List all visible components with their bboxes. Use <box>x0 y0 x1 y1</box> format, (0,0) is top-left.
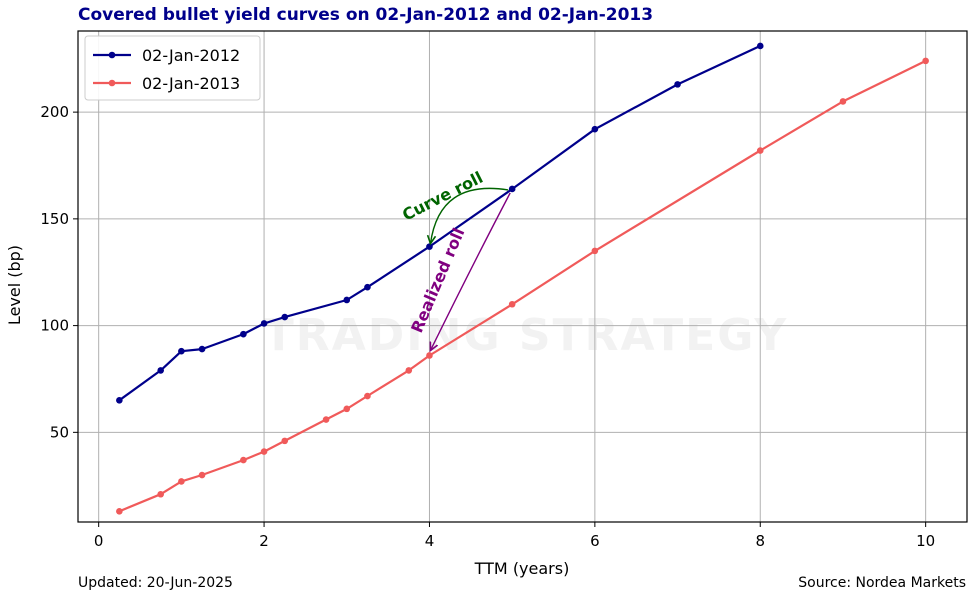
series-line <box>118 59 927 513</box>
data-point <box>343 405 351 413</box>
x-tick-label: 10 <box>916 532 935 550</box>
legend-swatch-marker <box>108 51 116 59</box>
x-axis-label: TTM (years) <box>474 559 570 578</box>
data-point <box>198 345 206 353</box>
realized-roll-arrow <box>430 192 511 351</box>
y-tick-label: 150 <box>40 210 69 228</box>
y-tick-label: 200 <box>40 103 69 121</box>
data-point <box>508 185 516 193</box>
data-point <box>260 448 268 455</box>
grid <box>78 31 967 522</box>
legend: 02-Jan-2012 02-Jan-2013 <box>84 35 261 101</box>
data-point <box>839 98 847 105</box>
data-point <box>922 57 929 65</box>
data-point <box>178 347 185 355</box>
data-point <box>364 283 371 291</box>
data-point <box>198 471 206 479</box>
data-point <box>591 125 599 133</box>
chart-title: Covered bullet yield curves on 02-Jan-20… <box>78 5 653 25</box>
x-tick-label: 4 <box>425 532 435 550</box>
series-line <box>118 44 761 402</box>
data-point <box>116 397 123 404</box>
ticks: 0 2 4 6 8 10 50 100 150 200 <box>40 103 935 550</box>
x-tick-label: 6 <box>590 532 600 550</box>
data-point <box>157 490 164 498</box>
legend-entries: 02-Jan-2012 02-Jan-2013 <box>93 46 240 93</box>
data-point <box>281 313 289 321</box>
updated-text: Updated: 20-Jun-2025 <box>78 575 233 591</box>
data-point <box>591 247 599 255</box>
x-tick-label: 2 <box>259 532 269 550</box>
data-point <box>260 320 268 327</box>
data-point <box>178 478 185 485</box>
y-tick-label: 50 <box>50 423 69 441</box>
data-point <box>240 456 247 464</box>
data-point <box>157 367 164 374</box>
data-point <box>508 300 516 308</box>
data-point <box>756 42 764 50</box>
series-2 <box>116 57 929 515</box>
data-point <box>116 508 123 515</box>
y-axis-label: Level (bp) <box>5 245 24 325</box>
data-point <box>405 367 413 374</box>
legend-label: 02-Jan-2013 <box>142 74 240 93</box>
data-point <box>674 81 681 88</box>
watermark: TRADING STRATEGY <box>264 310 788 361</box>
series-layer <box>116 42 929 515</box>
curve-roll-arrow <box>430 187 509 243</box>
source-text: Source: Nordea Markets <box>798 575 966 591</box>
legend-swatch-marker <box>108 79 116 87</box>
watermark-text: TRADING STRATEGY <box>264 310 788 361</box>
data-point <box>281 437 289 445</box>
y-tick-label: 100 <box>40 317 69 335</box>
data-point <box>426 352 433 359</box>
data-point <box>364 392 371 400</box>
data-point <box>343 296 351 304</box>
series-1 <box>116 42 764 404</box>
legend-label: 02-Jan-2012 <box>142 46 240 65</box>
data-point <box>426 243 433 250</box>
plot-frame <box>77 30 968 523</box>
data-point <box>322 416 330 423</box>
x-tick-label: 0 <box>94 532 104 550</box>
data-point <box>756 147 764 154</box>
data-point <box>240 330 247 338</box>
x-tick-label: 8 <box>755 532 765 550</box>
